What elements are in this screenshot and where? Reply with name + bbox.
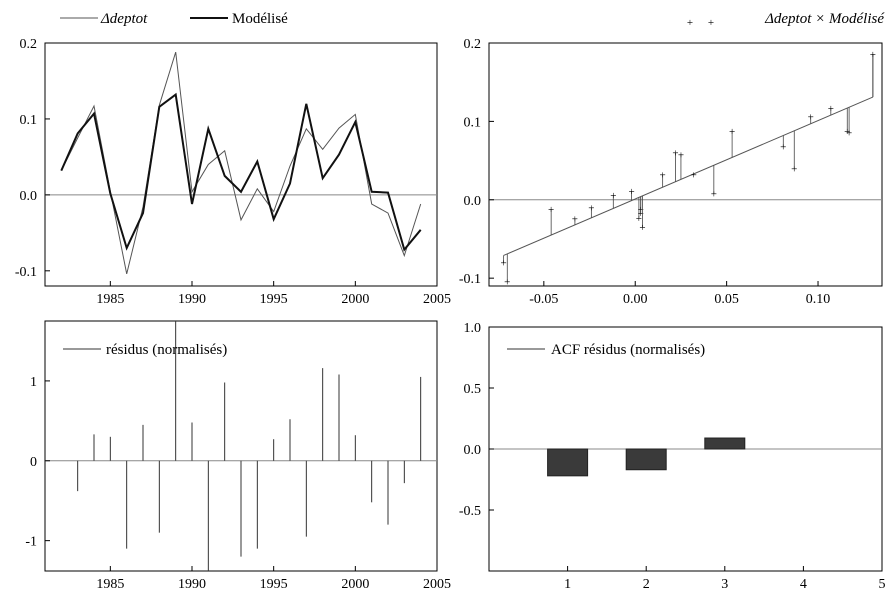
data-point: + (672, 148, 678, 160)
series-line-modelise (60, 92, 422, 252)
series-line-deptot (60, 51, 422, 275)
x-tick-label: 0.00 (623, 292, 648, 307)
data-point: + (638, 208, 644, 220)
plot-frame (44, 320, 438, 572)
x-tick-label: 1985 (96, 577, 124, 592)
data-point: + (691, 170, 697, 182)
data-point: + (729, 126, 735, 138)
data-point: + (636, 213, 642, 225)
legend-label-modelise: Modélisé (232, 11, 288, 27)
x-tick-label: 1990 (178, 577, 206, 592)
y-tick-label: 0 (30, 455, 37, 470)
panel-residuals: 1985 1990 1995 2000 2005 -1 0 1 résidus (normali… (25, 320, 451, 592)
data-point: + (791, 163, 797, 175)
x-tick-label: 2005 (423, 577, 451, 592)
x-tick-label: 2 (643, 577, 650, 592)
data-point: + (711, 189, 717, 201)
y-tick-label: -0.1 (459, 272, 481, 287)
y-tick-label: 0.0 (464, 443, 482, 458)
data-point: + (610, 190, 616, 202)
legend-marker: + (708, 17, 714, 29)
data-point: + (870, 49, 876, 61)
x-tick-label: 1985 (96, 292, 124, 307)
panel-scatter: -0.05 0.00 0.05 0.10-0.10.00.10.2++++++ ++++… (459, 11, 886, 307)
x-tick-label: 1995 (260, 292, 288, 307)
data-point: + (828, 103, 834, 115)
panel-acf: 1 2 3 4 5 -0.5 0.0 0.5 1.0 ACF résidus (normalisé… (459, 321, 886, 592)
legend-label-residuals: résidus (normalisés) (106, 342, 227, 358)
fit-line (503, 96, 874, 256)
plot-frame (488, 42, 883, 287)
x-tick-label: 4 (800, 577, 807, 592)
data-point: + (846, 127, 852, 139)
x-tick-label: 2000 (341, 577, 369, 592)
data-point: + (780, 141, 786, 153)
x-tick-label: 0.05 (714, 292, 739, 307)
legend-label-scatter: Δdeptot × Modélisé (764, 11, 885, 27)
legend-label-acf: ACF résidus (normalisés) (551, 342, 705, 358)
data-point: + (808, 112, 814, 124)
y-tick-label: 0.2 (464, 37, 482, 52)
y-tick-label: 0.0 (464, 194, 482, 209)
data-point: + (504, 276, 510, 288)
data-point: + (844, 126, 850, 138)
data-point: + (548, 204, 554, 216)
x-tick-label: 5 (879, 577, 886, 592)
data-point: + (678, 149, 684, 161)
x-tick-label: 1995 (260, 577, 288, 592)
y-tick-label: 0.1 (464, 115, 482, 130)
x-tick-label: 3 (721, 577, 728, 592)
data-point: + (628, 186, 634, 198)
data-point: + (588, 203, 594, 215)
x-tick-label: 0.10 (806, 292, 831, 307)
x-tick-label: -0.05 (529, 292, 558, 307)
acf-bar (547, 448, 589, 477)
plot-frame (44, 42, 438, 287)
data-point: + (572, 214, 578, 226)
y-tick-label: 1.0 (464, 321, 482, 336)
y-tick-label: -1 (25, 535, 37, 550)
y-tick-label: -0.5 (459, 504, 481, 519)
y-tick-label: 1 (30, 375, 37, 390)
data-point: + (638, 204, 644, 216)
y-tick-label: 0.5 (464, 382, 482, 397)
x-tick-label: 2005 (423, 292, 451, 307)
y-tick-label: 0.1 (20, 113, 38, 128)
legend-marker: + (687, 17, 693, 29)
y-tick-label: 0.2 (20, 37, 38, 52)
x-tick-label: 1990 (178, 292, 206, 307)
panel-time-series: 1985 1990 1995 2000 2005 -0.1 0.0 0.1 0.2 Δdeptot… (15, 11, 451, 307)
data-point: + (501, 257, 507, 269)
x-tick-label: 2000 (341, 292, 369, 307)
x-tick-label: 1 (564, 577, 571, 592)
acf-bar (625, 448, 667, 471)
legend-label-deptot: Δdeptot (100, 11, 148, 27)
y-tick-label: 0.0 (20, 189, 38, 204)
data-point: + (639, 222, 645, 234)
acf-bar (704, 437, 746, 450)
data-point: + (660, 170, 666, 182)
y-tick-label: -0.1 (15, 265, 37, 280)
